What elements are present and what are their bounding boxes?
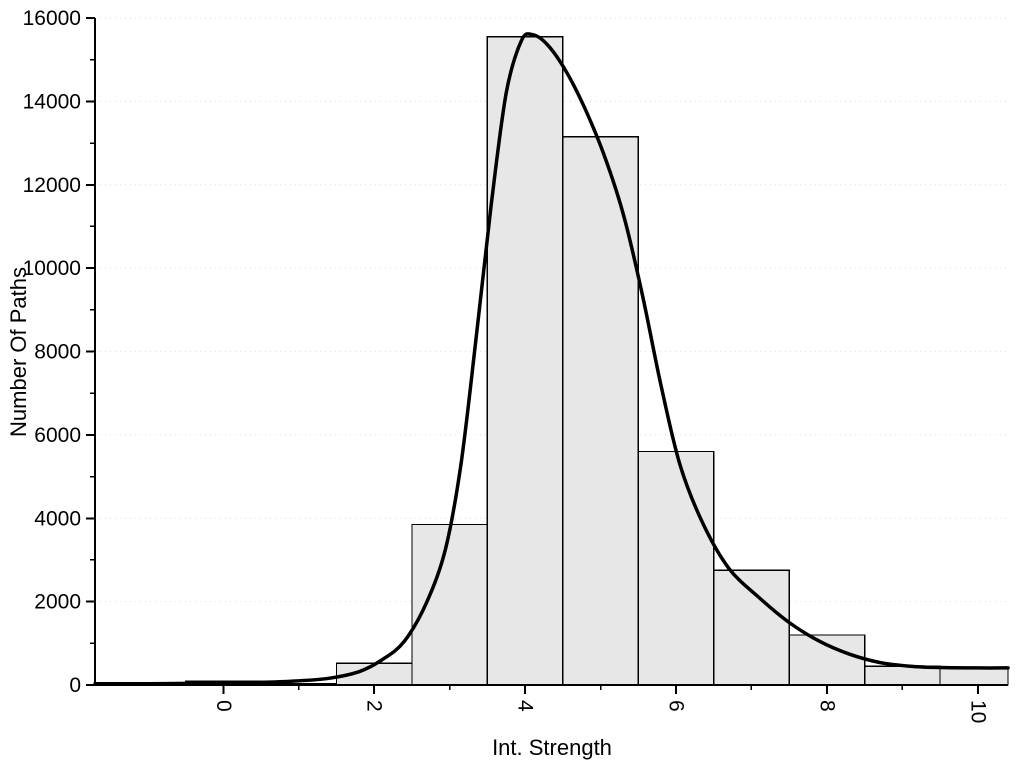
- histogram-bar: [637, 450, 715, 686]
- y-tick-label: 16000: [23, 7, 81, 30]
- y-axis-label: Number Of Paths: [6, 267, 31, 437]
- histogram-bar: [411, 523, 489, 686]
- y-tick-label: 6000: [34, 424, 81, 447]
- y-tick-label: 0: [69, 674, 81, 697]
- histogram-bar: [562, 136, 639, 686]
- histogram-bar: [788, 634, 866, 686]
- y-tick-label: 12000: [23, 174, 81, 197]
- y-tick-label: 14000: [23, 90, 81, 113]
- y-tick-label: 2000: [34, 591, 81, 614]
- x-tick-label: 2: [363, 700, 386, 712]
- density-curve: [93, 32, 1010, 686]
- x-tick-label: 10: [966, 700, 989, 723]
- y-tick-label: 10000: [23, 257, 81, 280]
- tick-labels: 0 2000 4000 6000 8000 10000 12000 14000 16000 0 2 4…: [23, 7, 990, 723]
- histogram-bar: [939, 666, 1009, 686]
- x-axis-label: Int. Strength: [492, 735, 612, 760]
- x-tick-label: 4: [514, 700, 537, 712]
- density-curve-path: [93, 32, 1010, 686]
- y-tick-label: 4000: [34, 507, 81, 530]
- tick-marks: [86, 17, 979, 694]
- histogram-bar: [713, 569, 790, 686]
- x-tick-label: 8: [815, 700, 838, 712]
- grid-lines: [95, 17, 1008, 603]
- x-tick-label: 0: [212, 700, 235, 712]
- x-tick-label: 6: [665, 700, 688, 712]
- y-tick-label: 8000: [34, 341, 81, 364]
- histogram-bar: [863, 665, 941, 686]
